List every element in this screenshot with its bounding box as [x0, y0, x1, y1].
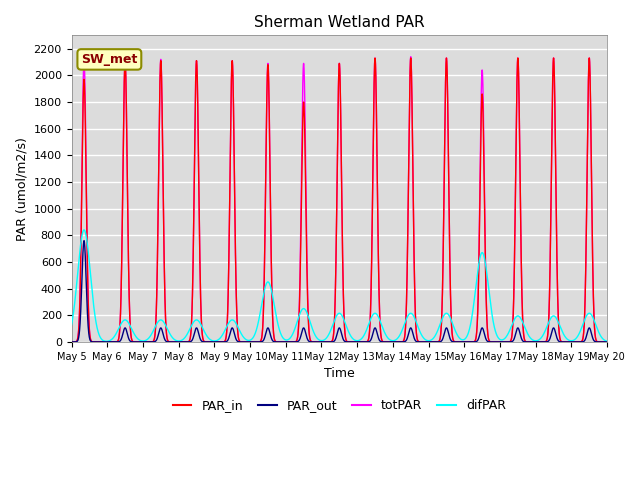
- Title: Sherman Wetland PAR: Sherman Wetland PAR: [254, 15, 424, 30]
- difPAR: [68, 322, 76, 328]
- Line: difPAR: difPAR: [72, 230, 607, 341]
- PAR_out: [68, 339, 76, 345]
- Y-axis label: PAR (umol/m2/s): PAR (umol/m2/s): [15, 137, 28, 240]
- PAR_out: [80, 238, 88, 243]
- difPAR: [604, 338, 611, 344]
- totPAR: [460, 339, 467, 345]
- totPAR: [604, 339, 611, 345]
- PAR_in: [430, 339, 438, 345]
- PAR_in: [100, 339, 108, 345]
- Line: totPAR: totPAR: [72, 57, 607, 342]
- PAR_in: [164, 338, 172, 344]
- totPAR: [407, 54, 415, 60]
- Line: PAR_in: PAR_in: [72, 58, 607, 342]
- PAR_out: [490, 339, 498, 345]
- difPAR: [490, 322, 498, 327]
- difPAR: [80, 227, 88, 233]
- PAR_in: [604, 339, 611, 345]
- PAR_out: [604, 339, 611, 345]
- PAR_out: [603, 339, 611, 345]
- totPAR: [490, 339, 498, 345]
- totPAR: [430, 339, 438, 345]
- difPAR: [460, 337, 467, 343]
- PAR_out: [460, 339, 467, 345]
- totPAR: [68, 339, 76, 345]
- difPAR: [164, 327, 172, 333]
- totPAR: [164, 338, 172, 344]
- totPAR: [603, 339, 611, 345]
- PAR_out: [101, 339, 109, 345]
- Text: SW_met: SW_met: [81, 53, 138, 66]
- totPAR: [319, 339, 327, 345]
- Line: PAR_out: PAR_out: [72, 240, 607, 342]
- PAR_in: [460, 339, 467, 345]
- difPAR: [603, 338, 611, 344]
- PAR_out: [164, 339, 172, 345]
- PAR_in: [490, 339, 497, 345]
- difPAR: [102, 338, 110, 344]
- totPAR: [100, 339, 108, 345]
- Legend: PAR_in, PAR_out, totPAR, difPAR: PAR_in, PAR_out, totPAR, difPAR: [168, 394, 511, 417]
- PAR_out: [430, 339, 438, 345]
- difPAR: [430, 335, 438, 341]
- PAR_out: [319, 339, 327, 345]
- PAR_in: [68, 339, 76, 345]
- difPAR: [319, 337, 327, 343]
- PAR_in: [586, 55, 593, 61]
- PAR_in: [603, 339, 611, 345]
- PAR_in: [319, 339, 327, 345]
- X-axis label: Time: Time: [324, 367, 355, 380]
